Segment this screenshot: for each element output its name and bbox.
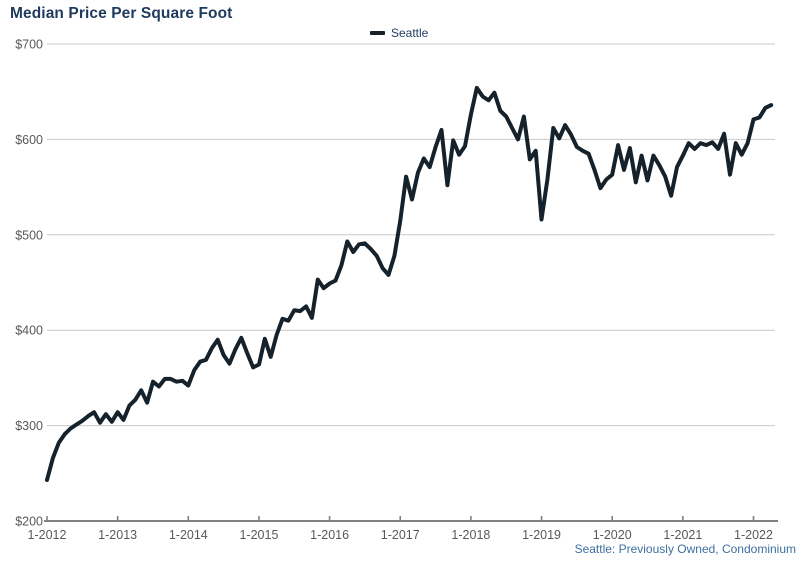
legend: Seattle [370,26,428,40]
x-tick-label: 1-2021 [663,528,702,542]
x-tick-label: 1-2020 [593,528,632,542]
x-tick-label: 1-2013 [98,528,137,542]
x-tick-label: 1-2016 [310,528,349,542]
x-tick-label: 1-2015 [239,528,278,542]
x-tick-label: 1-2018 [451,528,490,542]
y-tick-label: $300 [15,419,43,433]
x-tick-label: 1-2012 [28,528,67,542]
y-tick-label: $200 [15,515,43,529]
x-tick-label: 1-2017 [381,528,420,542]
legend-label: Seattle [391,26,429,40]
y-tick-label: $600 [15,133,43,147]
y-tick-label: $700 [15,38,43,52]
source-note: Seattle: Previously Owned, Condominium [574,542,796,556]
x-tick-label: 1-2019 [522,528,561,542]
x-tick-label: 1-2014 [169,528,208,542]
chart-title: Median Price Per Square Foot [10,5,233,22]
x-tick-label: 1-2022 [734,528,773,542]
y-tick-label: $400 [15,324,43,338]
y-tick-label: $500 [15,228,43,242]
series-line-seattle [45,85,774,482]
legend-line-swatch-icon [370,31,385,35]
